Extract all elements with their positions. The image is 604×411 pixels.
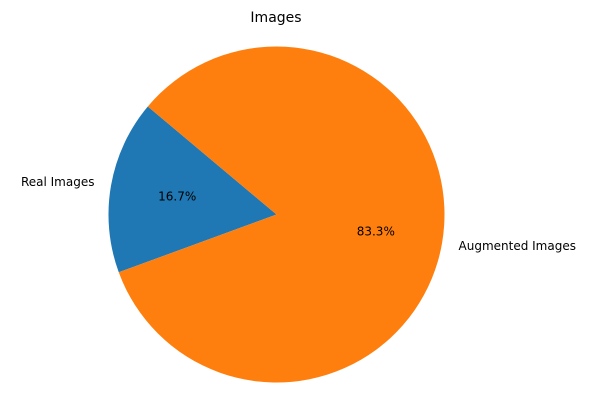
slice-percent-augmented-images: 83.3% bbox=[357, 224, 395, 238]
chart-title: Images bbox=[250, 10, 301, 26]
slice-percent-real-images: 16.7% bbox=[158, 190, 196, 204]
pie-slice-augmented-images bbox=[118, 46, 445, 383]
pie-slices bbox=[108, 46, 445, 383]
pie-slice-real-images bbox=[108, 106, 277, 273]
slice-label-real-images: Real Images bbox=[21, 175, 95, 189]
pie-labels: Real Images 16.7% Augmented Images 83.3% bbox=[21, 175, 576, 253]
slice-label-augmented-images: Augmented Images bbox=[459, 239, 576, 253]
